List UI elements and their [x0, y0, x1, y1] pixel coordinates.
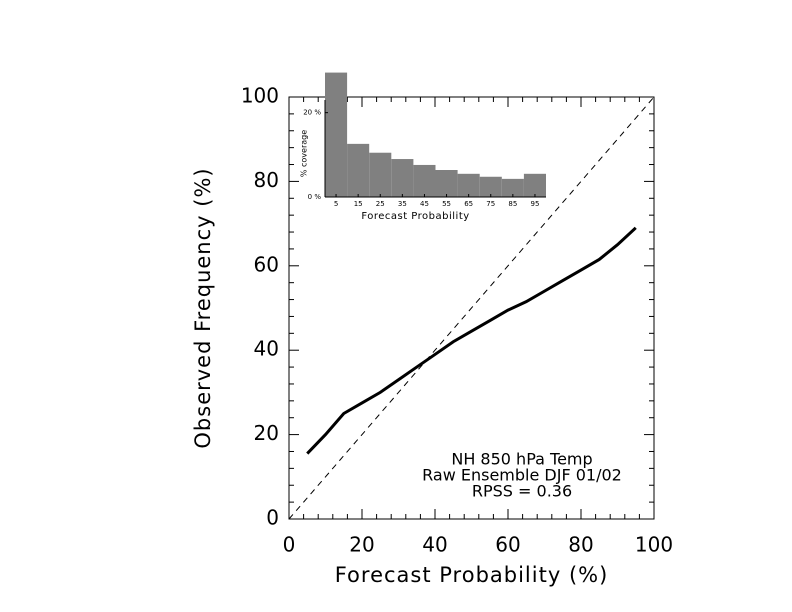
inset-x-tick-label: 25: [376, 200, 385, 208]
reference-line: [288, 96, 655, 520]
inset-y-axis-label: % coverage: [300, 130, 309, 177]
y-tick-label: 0: [266, 506, 279, 530]
y-tick-label: 20: [254, 421, 279, 445]
y-tick-label: 80: [254, 168, 279, 192]
y-tick-label: 60: [254, 252, 279, 276]
inset-y-tick-label: 0 %: [308, 193, 322, 201]
y-tick-label: 100: [241, 84, 279, 108]
histogram-bar: [479, 176, 502, 197]
histogram-bar: [435, 170, 458, 197]
x-tick-label: 60: [495, 533, 520, 557]
inset-x-tick-label: 5: [334, 200, 338, 208]
inset-x-tick-label: 45: [420, 200, 429, 208]
x-tick-label: 0: [283, 533, 296, 557]
annotation: Raw Ensemble DJF 01/02: [422, 466, 622, 485]
x-tick-label: 100: [635, 533, 673, 557]
inset-x-tick-label: 65: [464, 200, 473, 208]
inset-x-tick-label: 85: [508, 200, 517, 208]
annotation: RPSS = 0.36: [472, 482, 572, 501]
inset-x-tick-label: 55: [442, 200, 451, 208]
inset-x-tick-label: 75: [486, 200, 495, 208]
histogram-bar: [347, 143, 370, 197]
histogram-bar: [501, 178, 524, 197]
data-line: [306, 226, 637, 455]
inset-x-axis-label: Forecast Probability: [361, 211, 469, 222]
inset-y-tick-label: 20 %: [303, 109, 321, 117]
histogram-bar: [523, 173, 546, 197]
x-axis-label: Forecast Probability (%): [335, 563, 609, 587]
inset-x-tick-label: 15: [354, 200, 363, 208]
histogram-bar: [325, 72, 348, 197]
x-tick-label: 40: [422, 533, 447, 557]
y-tick-label: 40: [254, 337, 279, 361]
histogram-bar: [369, 152, 392, 197]
histogram-bar: [413, 164, 436, 197]
plot-frame: [288, 96, 655, 520]
histogram-bar: [457, 173, 480, 197]
inset-x-tick-label: 35: [398, 200, 407, 208]
histogram-bar: [391, 159, 414, 197]
annotation: NH 850 hPa Temp: [451, 450, 592, 469]
y-axis-label: Observed Frequency (%): [191, 167, 215, 448]
x-tick-label: 20: [349, 533, 374, 557]
inset-x-tick-label: 95: [530, 200, 539, 208]
x-tick-label: 80: [568, 533, 593, 557]
